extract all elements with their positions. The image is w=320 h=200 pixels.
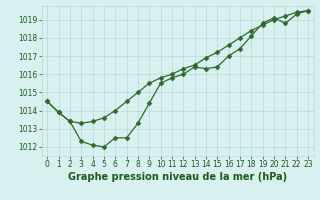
X-axis label: Graphe pression niveau de la mer (hPa): Graphe pression niveau de la mer (hPa) <box>68 172 287 182</box>
